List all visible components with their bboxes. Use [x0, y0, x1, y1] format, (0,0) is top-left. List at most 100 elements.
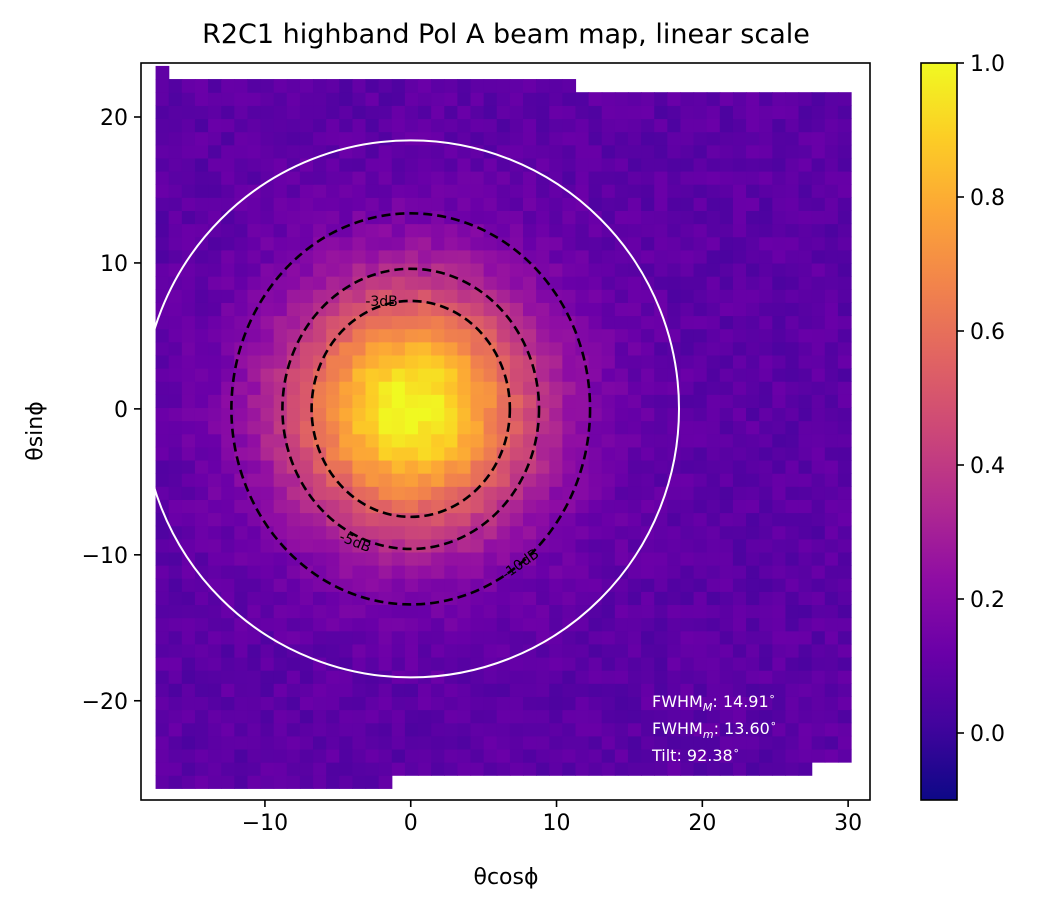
heatmap-cell: [549, 262, 563, 277]
heatmap-cell: [234, 775, 249, 789]
heatmap-cell: [221, 775, 235, 789]
heatmap-cell: [798, 394, 813, 409]
heatmap-cell: [208, 473, 222, 487]
heatmap-cell: [706, 604, 721, 619]
heatmap-cell: [719, 486, 734, 500]
heatmap-cell: [273, 696, 288, 711]
heatmap-cell: [168, 762, 183, 776]
heatmap-cell: [194, 775, 209, 789]
heatmap-cell: [221, 538, 235, 553]
heatmap-cell: [824, 210, 839, 225]
heatmap-cell: [654, 604, 668, 619]
heatmap-cell: [654, 670, 668, 684]
heatmap-cell: [457, 236, 472, 251]
heatmap-cell: [785, 578, 800, 592]
heatmap-cell: [208, 525, 222, 540]
heatmap-cell: [824, 604, 839, 619]
heatmap-cell: [759, 617, 773, 632]
heatmap-cell: [824, 197, 839, 211]
heatmap-cell: [785, 354, 800, 369]
heatmap-cell: [326, 709, 340, 724]
heatmap-cell: [273, 210, 288, 225]
heatmap-cell: [444, 433, 458, 448]
heatmap-cell: [299, 118, 314, 133]
heatmap-cell: [286, 262, 301, 277]
heatmap-cell: [614, 643, 629, 658]
heatmap-cell: [732, 197, 747, 211]
heatmap-cell: [614, 276, 629, 290]
heatmap-cell: [339, 131, 354, 146]
heatmap-cell: [313, 420, 327, 435]
heatmap-cell: [194, 171, 209, 185]
heatmap-cell: [732, 656, 747, 671]
heatmap-cell: [654, 565, 668, 579]
heatmap-cell: [352, 709, 367, 724]
heatmap-cell: [549, 118, 563, 133]
heatmap-cell: [194, 368, 209, 382]
heatmap-cell: [326, 315, 340, 330]
heatmap-cell: [654, 643, 668, 658]
heatmap-cell: [641, 368, 655, 382]
heatmap-cell: [811, 262, 826, 277]
heatmap-cell: [457, 722, 472, 737]
heatmap-cell: [273, 381, 288, 395]
heatmap-cell: [496, 341, 511, 356]
heatmap-cell: [706, 262, 721, 277]
heatmap-cell: [575, 630, 590, 645]
heatmap-cell: [326, 276, 340, 290]
y-axis-label: θsinϕ: [23, 401, 48, 461]
heatmap-cell: [313, 341, 327, 356]
heatmap-cell: [418, 157, 432, 172]
heatmap-cell: [549, 630, 563, 645]
heatmap-cell: [260, 79, 275, 93]
heatmap-cell: [457, 79, 472, 93]
heatmap-cell: [352, 144, 367, 159]
heatmap-cell: [746, 262, 760, 277]
heatmap-cell: [234, 79, 249, 93]
heatmap-cell: [759, 538, 773, 553]
heatmap-cell: [719, 354, 734, 369]
heatmap-cell: [719, 630, 734, 645]
heatmap-cell: [588, 197, 603, 211]
heatmap-cell: [352, 381, 367, 395]
heatmap-cell: [457, 210, 472, 225]
heatmap-cell: [837, 341, 852, 356]
heatmap-cell: [811, 446, 826, 461]
heatmap-cell: [299, 499, 314, 514]
heatmap-cell: [208, 551, 222, 566]
heatmap-cell: [444, 643, 458, 658]
heatmap-cell: [824, 473, 839, 487]
heatmap-cell: [837, 315, 852, 330]
heatmap-cell: [509, 381, 524, 395]
heatmap-cell: [457, 289, 472, 303]
heatmap-cell: [837, 748, 852, 763]
heatmap-cell: [444, 459, 458, 474]
heatmap-cell: [168, 302, 183, 317]
heatmap-cell: [588, 276, 603, 290]
heatmap-cell: [667, 643, 682, 658]
heatmap-cell: [365, 381, 380, 395]
heatmap-cell: [732, 118, 747, 133]
heatmap-cell: [680, 551, 695, 566]
heatmap-cell: [391, 486, 406, 500]
heatmap-cell: [234, 683, 249, 697]
heatmap-cell: [260, 407, 275, 422]
heatmap-cell: [719, 617, 734, 632]
heatmap-cell: [181, 131, 196, 146]
heatmap-cell: [785, 341, 800, 356]
fwhm-minor-text: FWHMm: 13.60∘: [652, 717, 777, 741]
heatmap-cell: [352, 184, 367, 198]
heatmap-cell: [418, 144, 432, 159]
heatmap-cell: [365, 223, 380, 238]
heatmap-cell: [273, 735, 288, 750]
heatmap-cell: [588, 722, 603, 737]
heatmap-cell: [378, 171, 393, 185]
heatmap-cell: [260, 538, 275, 553]
heatmap-cell: [627, 670, 642, 684]
heatmap-cell: [627, 315, 642, 330]
heatmap-cell: [509, 302, 524, 317]
heatmap-cell: [719, 525, 734, 540]
heatmap-cell: [772, 735, 787, 750]
heatmap-cell: [772, 262, 787, 277]
heatmap-cell: [247, 79, 262, 93]
